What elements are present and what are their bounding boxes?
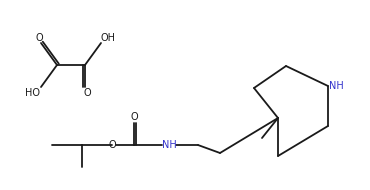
Text: O: O (130, 112, 138, 122)
Text: HO: HO (26, 88, 40, 98)
Text: O: O (108, 140, 116, 150)
Text: OH: OH (101, 33, 115, 43)
Text: NH: NH (162, 140, 176, 150)
Text: O: O (35, 33, 43, 43)
Text: O: O (83, 88, 91, 98)
Text: NH: NH (329, 81, 343, 91)
